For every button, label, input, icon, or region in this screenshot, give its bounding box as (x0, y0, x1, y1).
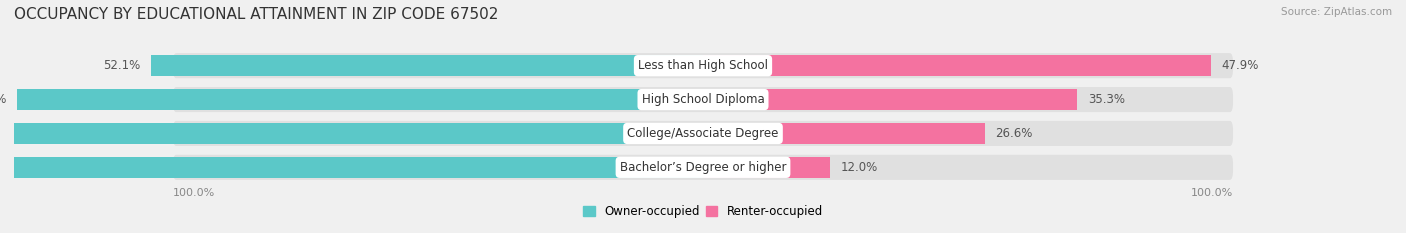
Text: 100.0%: 100.0% (1191, 188, 1233, 198)
Text: 12.0%: 12.0% (841, 161, 877, 174)
Bar (17, 89, 703, 110)
Text: OCCUPANCY BY EDUCATIONAL ATTAINMENT IN ZIP CODE 67502: OCCUPANCY BY EDUCATIONAL ATTAINMENT IN Z… (14, 7, 499, 22)
Text: 52.1%: 52.1% (103, 59, 141, 72)
Text: College/Associate Degree: College/Associate Degree (627, 127, 779, 140)
Text: 47.9%: 47.9% (1222, 59, 1258, 72)
Bar (703, 123, 986, 144)
Text: Source: ZipAtlas.com: Source: ZipAtlas.com (1281, 7, 1392, 17)
FancyBboxPatch shape (173, 53, 1233, 78)
Bar (703, 55, 1211, 76)
Bar (0, 157, 703, 178)
Text: Bachelor’s Degree or higher: Bachelor’s Degree or higher (620, 161, 786, 174)
Bar (150, 55, 703, 76)
Bar (0, 123, 703, 144)
Bar (703, 89, 1077, 110)
Text: 100.0%: 100.0% (173, 188, 215, 198)
Bar (703, 157, 830, 178)
Text: Less than High School: Less than High School (638, 59, 768, 72)
Legend: Owner-occupied, Renter-occupied: Owner-occupied, Renter-occupied (583, 205, 823, 218)
Text: High School Diploma: High School Diploma (641, 93, 765, 106)
Text: 26.6%: 26.6% (995, 127, 1033, 140)
FancyBboxPatch shape (173, 155, 1233, 180)
FancyBboxPatch shape (173, 121, 1233, 146)
Text: 35.3%: 35.3% (1088, 93, 1125, 106)
FancyBboxPatch shape (173, 87, 1233, 112)
Text: 64.7%: 64.7% (0, 93, 7, 106)
